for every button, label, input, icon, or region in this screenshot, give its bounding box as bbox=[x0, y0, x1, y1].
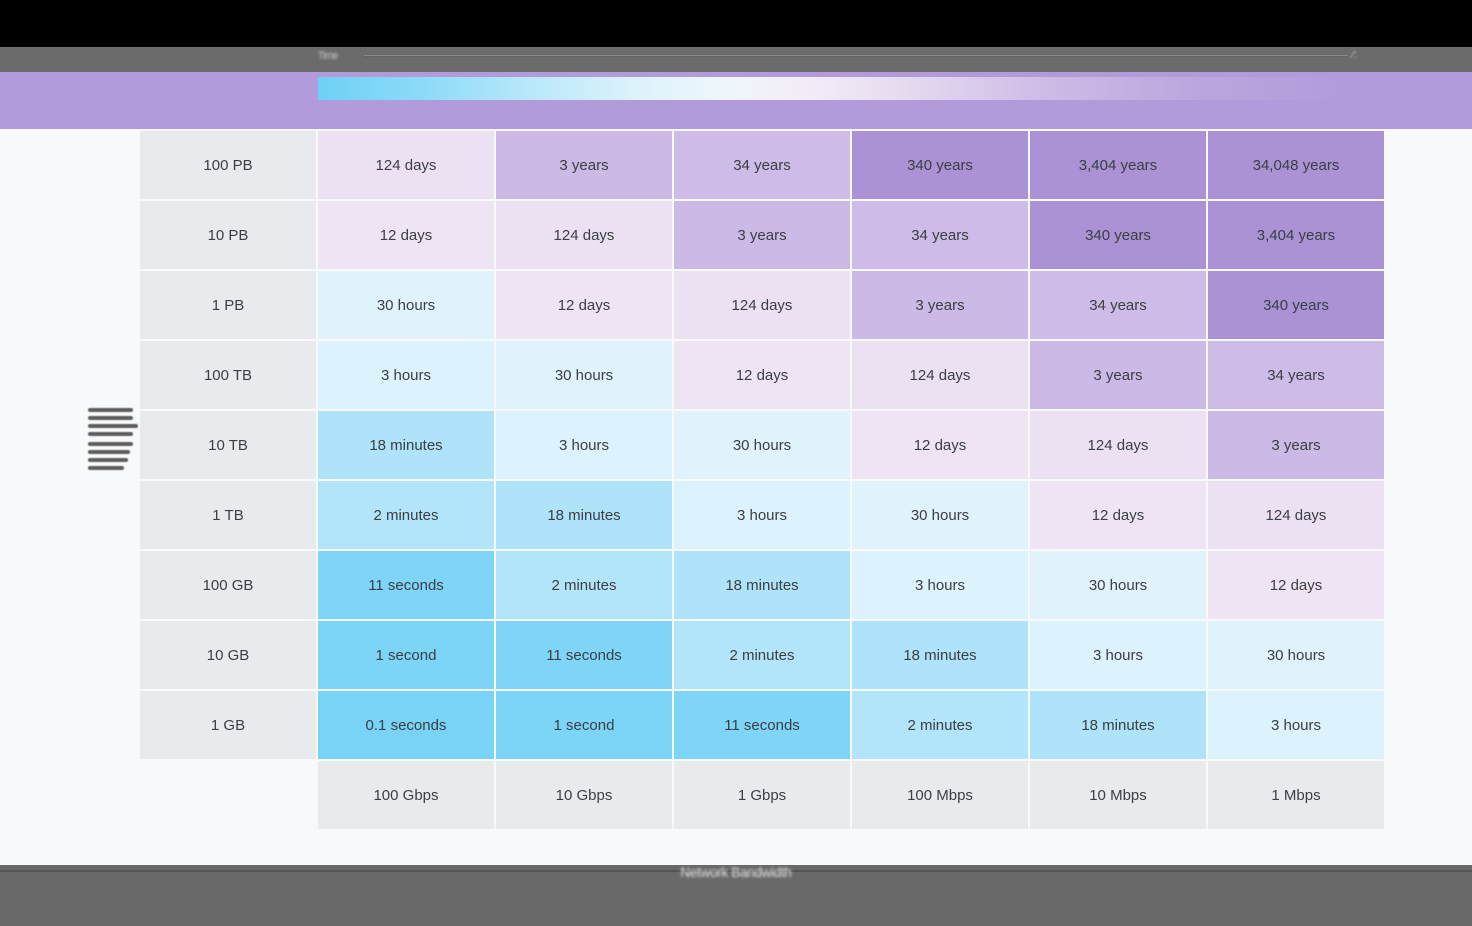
heatmap-cell: 124 days bbox=[496, 201, 672, 269]
row-label-cell: 100 GB bbox=[140, 551, 316, 619]
heatmap-cell: 30 hours bbox=[496, 341, 672, 409]
heatmap-cell: 11 seconds bbox=[318, 551, 494, 619]
toolbar-divider-line bbox=[364, 55, 1348, 57]
heatmap-cell: 3 years bbox=[674, 201, 850, 269]
heatmap-cell: 3 years bbox=[852, 271, 1028, 339]
y-axis-glitch-bar bbox=[88, 416, 133, 420]
y-axis-glitch-bar bbox=[88, 408, 133, 412]
heatmap-cell: 34 years bbox=[674, 131, 850, 199]
heatmap-cell: 11 seconds bbox=[496, 621, 672, 689]
heatmap-cell: 3 hours bbox=[852, 551, 1028, 619]
y-axis-glitch-bar bbox=[88, 442, 133, 446]
heatmap-cell: 30 hours bbox=[318, 271, 494, 339]
heatmap-table: 100 PB 124 days 3 years 34 years 340 years 3,… bbox=[140, 131, 1384, 829]
heatmap-cell: 1 second bbox=[318, 621, 494, 689]
heatmap-cell: 124 days bbox=[852, 341, 1028, 409]
heatmap-cell: 12 days bbox=[496, 271, 672, 339]
heatmap-cell: 3 hours bbox=[1208, 691, 1384, 759]
heatmap-cell: 18 minutes bbox=[496, 481, 672, 549]
row-label-cell: 100 TB bbox=[140, 341, 316, 409]
row-label-cell: 1 GB bbox=[140, 691, 316, 759]
heatmap-cell: 2 minutes bbox=[852, 691, 1028, 759]
heatmap-cell: 124 days bbox=[1208, 481, 1384, 549]
heatmap-cell: 34 years bbox=[1030, 271, 1206, 339]
heatmap-cell: 3 hours bbox=[1030, 621, 1206, 689]
row-label-cell: 10 TB bbox=[140, 411, 316, 479]
row-label-cell: 1 TB bbox=[140, 481, 316, 549]
heatmap-cell: 3 hours bbox=[318, 341, 494, 409]
heatmap-cell: 30 hours bbox=[1208, 621, 1384, 689]
heatmap-cell: 2 minutes bbox=[496, 551, 672, 619]
heatmap-cell: 18 minutes bbox=[1030, 691, 1206, 759]
column-label-cell: 1 Mbps bbox=[1208, 761, 1384, 829]
x-axis-label: Network Bandwidth bbox=[680, 865, 792, 880]
bottom-bar: Network Bandwidth bbox=[0, 865, 1472, 926]
toolbar-bar: Time ⁄: bbox=[0, 47, 1472, 72]
heatmap-cell: 12 days bbox=[1030, 481, 1206, 549]
y-axis-glitch-bar bbox=[88, 466, 124, 470]
heatmap-cell: 340 years bbox=[852, 131, 1028, 199]
row-label-cell: 10 GB bbox=[140, 621, 316, 689]
heatmap-cell: 0.1 seconds bbox=[318, 691, 494, 759]
heatmap-cell: 12 days bbox=[852, 411, 1028, 479]
heatmap-cell: 3 hours bbox=[496, 411, 672, 479]
heatmap-cell: 340 years bbox=[1030, 201, 1206, 269]
y-axis-glitch-bar bbox=[88, 424, 138, 428]
row-label-cell: 10 PB bbox=[140, 201, 316, 269]
heatmap-cell: 124 days bbox=[674, 271, 850, 339]
y-axis-label-glitch bbox=[88, 408, 138, 490]
heatmap-cell: 18 minutes bbox=[318, 411, 494, 479]
heatmap-cell: 34,048 years bbox=[1208, 131, 1384, 199]
time-color-gradient-legend bbox=[318, 77, 1385, 100]
legend-band bbox=[0, 72, 1472, 129]
row-label-cell: 100 PB bbox=[140, 131, 316, 199]
column-label-cell: 100 Gbps bbox=[318, 761, 494, 829]
y-axis-glitch-bar bbox=[88, 450, 130, 454]
heatmap-cell: 34 years bbox=[1208, 341, 1384, 409]
heatmap-cell: 2 minutes bbox=[318, 481, 494, 549]
heatmap-cell: 124 days bbox=[318, 131, 494, 199]
heatmap-cell: 12 days bbox=[318, 201, 494, 269]
heatmap-cell: 340 years bbox=[1208, 271, 1384, 339]
column-label-cell: 100 Mbps bbox=[852, 761, 1028, 829]
heatmap-cell: 11 seconds bbox=[674, 691, 850, 759]
row-label-cell: 1 PB bbox=[140, 271, 316, 339]
heatmap-cell: 3 years bbox=[1208, 411, 1384, 479]
heatmap-cell: 34 years bbox=[852, 201, 1028, 269]
heatmap-cell: 12 days bbox=[1208, 551, 1384, 619]
toolbar-glyph-icon: ⁄: bbox=[1352, 49, 1357, 61]
corner-cell bbox=[140, 761, 316, 829]
legend-note-text: Time bbox=[318, 50, 338, 62]
heatmap-cell: 1 second bbox=[496, 691, 672, 759]
heatmap-cell: 3 years bbox=[496, 131, 672, 199]
heatmap-cell: 18 minutes bbox=[852, 621, 1028, 689]
heatmap-cell: 30 hours bbox=[852, 481, 1028, 549]
heatmap-cell: 30 hours bbox=[674, 411, 850, 479]
heatmap-cell: 3,404 years bbox=[1030, 131, 1206, 199]
bottom-divider-line bbox=[0, 870, 1472, 872]
column-label-cell: 10 Mbps bbox=[1030, 761, 1206, 829]
heatmap-cell: 18 minutes bbox=[674, 551, 850, 619]
heatmap-cell: 3 years bbox=[1030, 341, 1206, 409]
heatmap-cell: 3 hours bbox=[674, 481, 850, 549]
top-black-bar bbox=[0, 0, 1472, 47]
y-axis-glitch-bar bbox=[88, 432, 133, 436]
heatmap-cell: 2 minutes bbox=[674, 621, 850, 689]
column-label-cell: 1 Gbps bbox=[674, 761, 850, 829]
heatmap-cell: 3,404 years bbox=[1208, 201, 1384, 269]
y-axis-glitch-bar bbox=[88, 458, 128, 462]
column-label-cell: 10 Gbps bbox=[496, 761, 672, 829]
heatmap-cell: 30 hours bbox=[1030, 551, 1206, 619]
heatmap-cell: 124 days bbox=[1030, 411, 1206, 479]
heatmap-cell: 12 days bbox=[674, 341, 850, 409]
